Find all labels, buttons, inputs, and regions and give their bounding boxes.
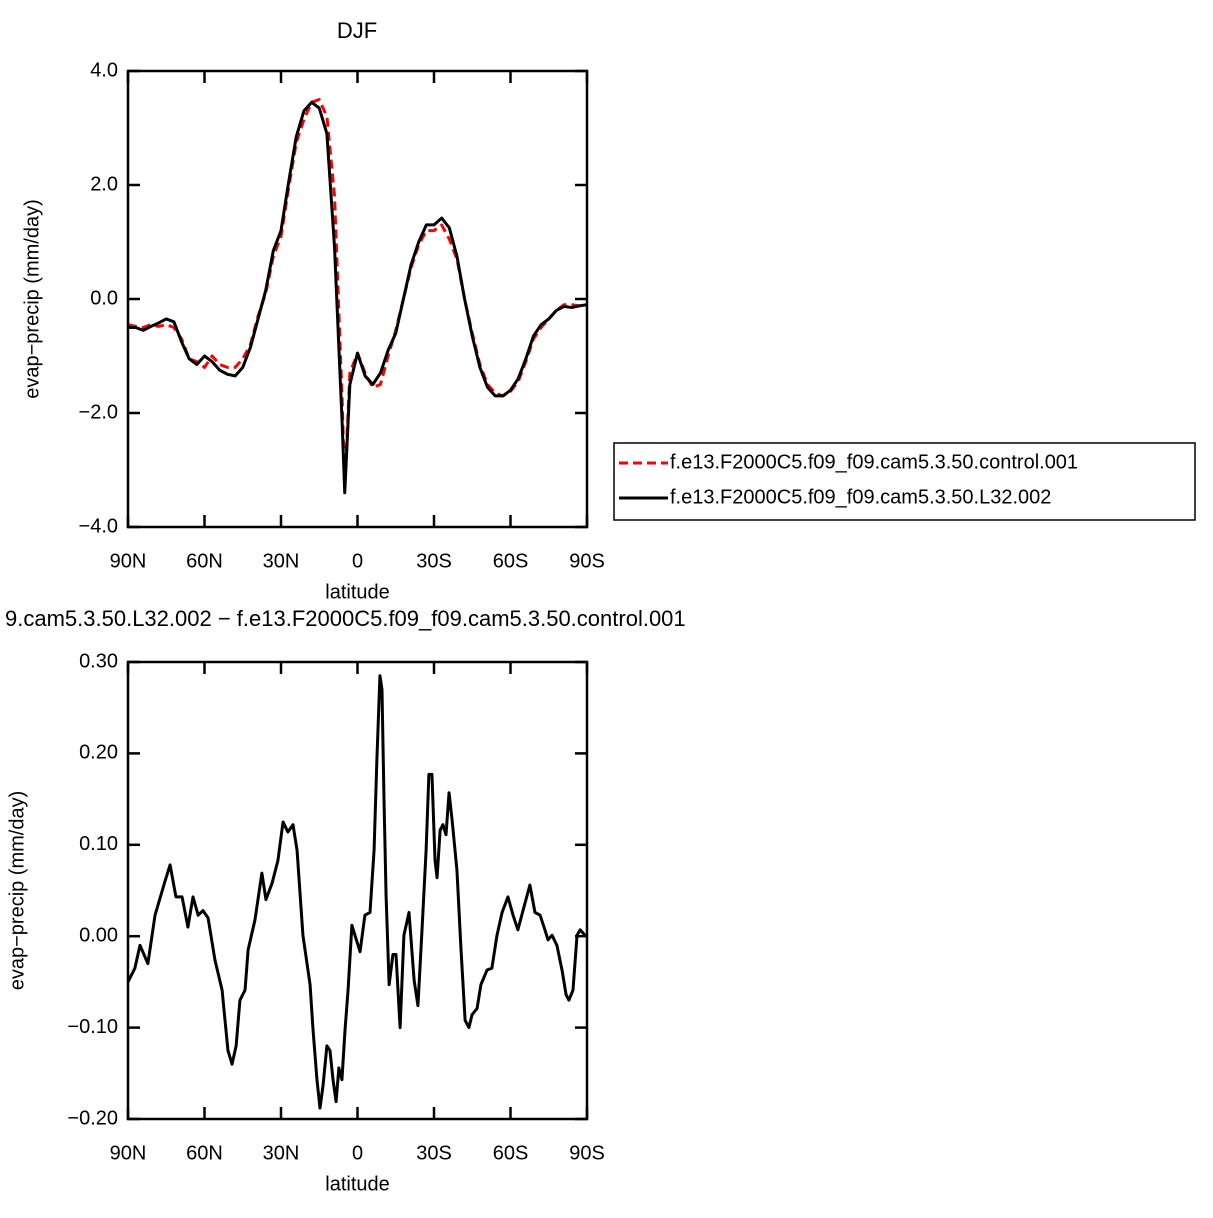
y-axis-label: evap−precip (mm/day) [6, 791, 28, 991]
y-tick-label: 0.20 [79, 742, 118, 764]
legend-box [613, 442, 1196, 521]
legend-label: f.e13.F2000C5.f09_f09.cam5.3.50.L32.002 [670, 486, 1051, 508]
x-tick-label: 90N [110, 1142, 147, 1164]
data-line [126, 674, 587, 1110]
x-tick-label: 60N [186, 1142, 223, 1164]
chart-title: DJF [337, 18, 377, 43]
y-tick-label: 0.30 [79, 650, 118, 672]
x-tick-label: 30N [263, 550, 300, 572]
plot-frame [126, 69, 589, 529]
y-tick-label: 0.10 [79, 833, 118, 855]
x-tick-label: 0 [352, 550, 363, 572]
data-line [128, 100, 588, 495]
x-tick-label: 90N [110, 550, 147, 572]
x-tick-label: 0 [352, 1142, 363, 1164]
x-tick-label: 60N [186, 550, 223, 572]
plot-frame [126, 660, 589, 1121]
x-tick-label: 30S [416, 550, 452, 572]
y-tick-label: −4.0 [79, 515, 118, 537]
x-axis-label: latitude [325, 1173, 390, 1195]
y-tick-label: −0.10 [67, 1016, 118, 1038]
y-axis-label: evap−precip (mm/day) [21, 199, 43, 399]
x-tick-label: 60S [493, 1142, 529, 1164]
y-tick-label: 0.00 [79, 924, 118, 946]
legend-label: f.e13.F2000C5.f09_f09.cam5.3.50.control.… [670, 451, 1078, 473]
chart-title: 9.cam5.3.50.L32.002 − f.e13.F2000C5.f09_… [5, 606, 686, 631]
data-line [127, 98, 588, 489]
x-axis-label: latitude [325, 581, 390, 603]
y-tick-label: −2.0 [79, 401, 118, 423]
y-tick-label: 2.0 [90, 173, 118, 195]
y-tick-label: 4.0 [90, 59, 118, 81]
x-tick-label: 60S [493, 550, 529, 572]
x-tick-label: 90S [569, 550, 605, 572]
x-tick-label: 30N [263, 1142, 300, 1164]
x-tick-label: 30S [416, 1142, 452, 1164]
x-tick-label: 90S [569, 1142, 605, 1164]
y-tick-label: −0.20 [67, 1107, 118, 1129]
y-tick-label: 0.0 [90, 287, 118, 309]
